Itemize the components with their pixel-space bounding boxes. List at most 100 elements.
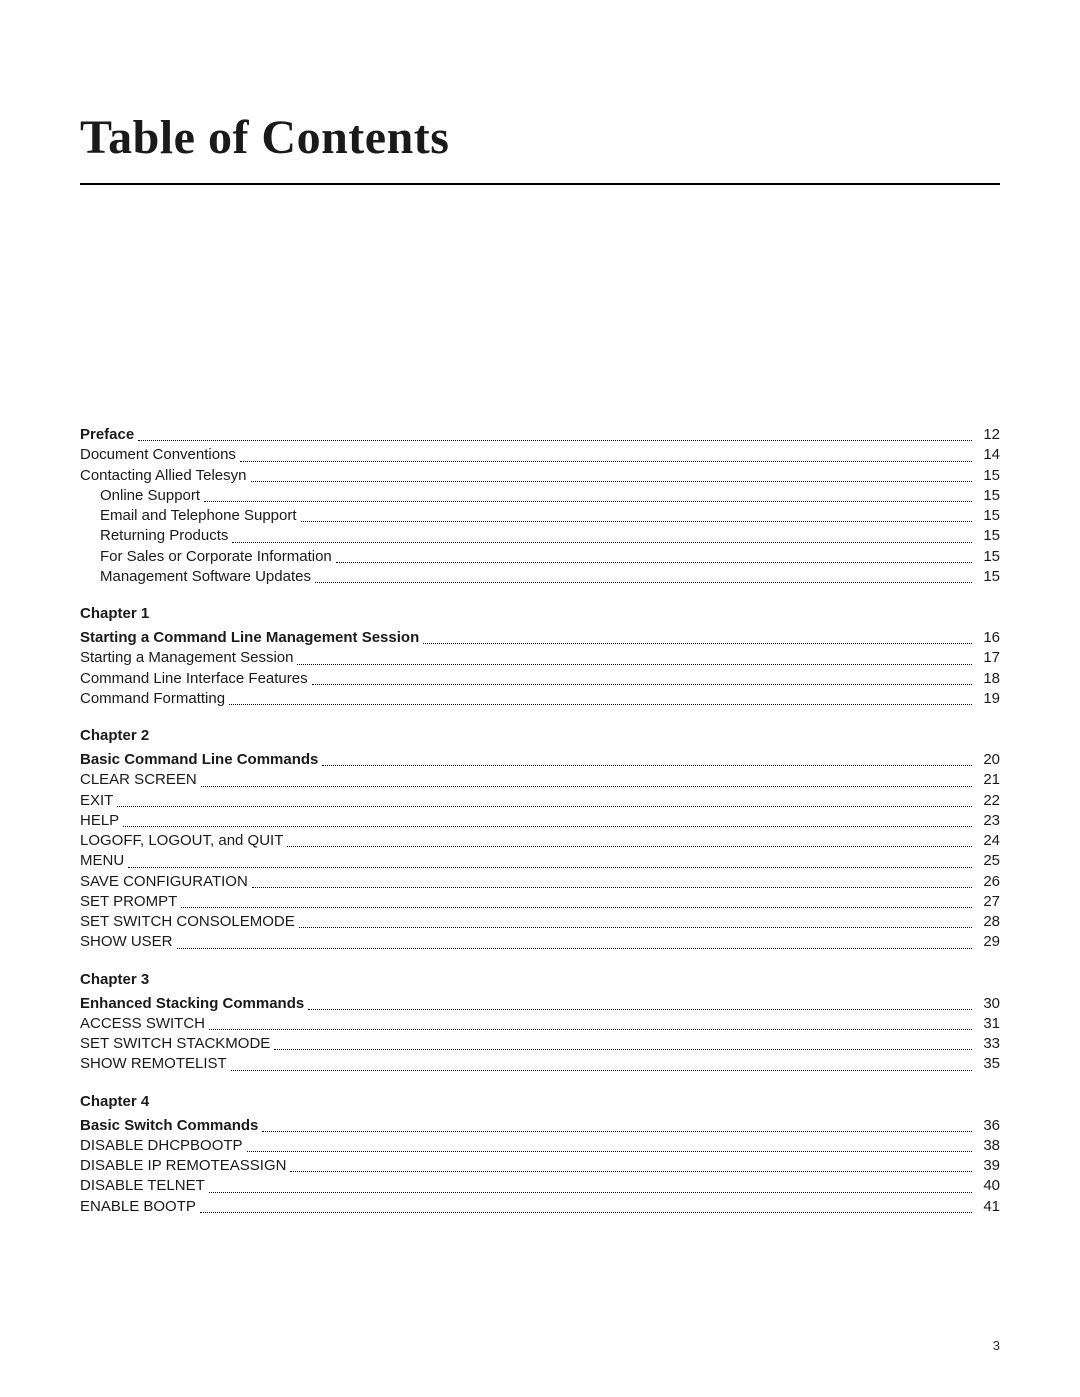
- toc-entry-label[interactable]: HELP: [80, 811, 119, 831]
- toc-entry-label[interactable]: Starting a Management Session: [80, 648, 293, 668]
- toc-entry-page[interactable]: 15: [976, 567, 1000, 587]
- toc-entry-page[interactable]: 16: [976, 628, 1000, 648]
- toc-entry-page[interactable]: 20: [976, 750, 1000, 770]
- toc-row: Command Formatting 19: [80, 689, 1000, 709]
- toc-entry-label[interactable]: SET SWITCH CONSOLEMODE: [80, 912, 295, 932]
- toc-row: ENABLE BOOTP 41: [80, 1197, 1000, 1217]
- toc-entry-page[interactable]: 21: [976, 770, 1000, 790]
- toc-row: Preface 12: [80, 425, 1000, 445]
- chapter-heading: Chapter 1: [80, 605, 1000, 622]
- toc-entry-page[interactable]: 18: [976, 669, 1000, 689]
- toc-row: Document Conventions 14: [80, 445, 1000, 465]
- toc-row: Basic Switch Commands 36: [80, 1116, 1000, 1136]
- toc-entry-page[interactable]: 24: [976, 831, 1000, 851]
- toc-entry-page[interactable]: 17: [976, 648, 1000, 668]
- toc-entry-page[interactable]: 27: [976, 892, 1000, 912]
- toc-leader: [299, 927, 972, 928]
- toc-entry-label[interactable]: SHOW REMOTELIST: [80, 1054, 227, 1074]
- toc-leader: [312, 684, 972, 685]
- chapter-heading: Chapter 2: [80, 727, 1000, 744]
- toc-entry-label[interactable]: Document Conventions: [80, 445, 236, 465]
- toc-leader: [128, 867, 972, 868]
- toc-entry-label[interactable]: DISABLE IP REMOTEASSIGN: [80, 1156, 286, 1176]
- toc-entry-label[interactable]: Basic Switch Commands: [80, 1116, 258, 1136]
- toc-entry-label[interactable]: DISABLE DHCPBOOTP: [80, 1136, 243, 1156]
- toc-section: Chapter 2 Basic Command Line Commands 20 CL…: [80, 727, 1000, 953]
- toc-leader: [123, 826, 972, 827]
- toc-entry-label[interactable]: SET SWITCH STACKMODE: [80, 1034, 270, 1054]
- toc-entry-label[interactable]: LOGOFF, LOGOUT, and QUIT: [80, 831, 283, 851]
- toc-leader: [138, 440, 972, 441]
- toc-entry-label[interactable]: For Sales or Corporate Information: [100, 547, 332, 567]
- toc-leader: [251, 481, 973, 482]
- toc-entry-label[interactable]: Email and Telephone Support: [100, 506, 297, 526]
- toc-leader: [262, 1131, 972, 1132]
- toc-row: DISABLE TELNET 40: [80, 1176, 1000, 1196]
- toc-leader: [290, 1171, 972, 1172]
- table-of-contents: Preface12Document Conventions14Contactin…: [80, 425, 1000, 1217]
- chapter-heading: Chapter 4: [80, 1093, 1000, 1110]
- toc-entry-label[interactable]: Basic Command Line Commands: [80, 750, 318, 770]
- toc-leader: [209, 1192, 972, 1193]
- toc-leader: [181, 907, 972, 908]
- toc-leader: [177, 948, 972, 949]
- toc-entry-label[interactable]: ENABLE BOOTP: [80, 1197, 196, 1217]
- toc-entry-page[interactable]: 15: [976, 506, 1000, 526]
- toc-entry-label[interactable]: Online Support: [100, 486, 200, 506]
- toc-entry-label[interactable]: SAVE CONFIGURATION: [80, 872, 248, 892]
- toc-entry-page[interactable]: 31: [976, 1014, 1000, 1034]
- toc-entry-page[interactable]: 29: [976, 932, 1000, 952]
- toc-entry-label[interactable]: MENU: [80, 851, 124, 871]
- toc-section: Chapter 1 Starting a Command Line Managem…: [80, 605, 1000, 709]
- toc-entry-page[interactable]: 40: [976, 1176, 1000, 1196]
- toc-leader: [247, 1151, 972, 1152]
- toc-entry-label[interactable]: EXIT: [80, 791, 113, 811]
- toc-entry-page[interactable]: 15: [976, 466, 1000, 486]
- toc-entry-page[interactable]: 35: [976, 1054, 1000, 1074]
- toc-entry-label[interactable]: CLEAR SCREEN: [80, 770, 197, 790]
- toc-row: SHOW USER 29: [80, 932, 1000, 952]
- toc-row: Email and Telephone Support 15: [80, 506, 1000, 526]
- toc-row: SAVE CONFIGURATION 26: [80, 872, 1000, 892]
- toc-entry-page[interactable]: 15: [976, 547, 1000, 567]
- toc-entry-page[interactable]: 22: [976, 791, 1000, 811]
- toc-entry-page[interactable]: 39: [976, 1156, 1000, 1176]
- toc-entry-page[interactable]: 12: [976, 425, 1000, 445]
- toc-entry-page[interactable]: 38: [976, 1136, 1000, 1156]
- toc-leader: [240, 461, 972, 462]
- toc-entry-page[interactable]: 19: [976, 689, 1000, 709]
- toc-entry-label[interactable]: SHOW USER: [80, 932, 173, 952]
- toc-entry-label[interactable]: DISABLE TELNET: [80, 1176, 205, 1196]
- toc-entry-label[interactable]: Enhanced Stacking Commands: [80, 994, 304, 1014]
- toc-row: Contacting Allied Telesyn 15: [80, 466, 1000, 486]
- toc-entry-page[interactable]: 36: [976, 1116, 1000, 1136]
- toc-entry-page[interactable]: 26: [976, 872, 1000, 892]
- toc-leader: [229, 704, 972, 705]
- toc-entry-page[interactable]: 15: [976, 486, 1000, 506]
- toc-entry-label[interactable]: Starting a Command Line Management Sessi…: [80, 628, 419, 648]
- toc-entry-page[interactable]: 28: [976, 912, 1000, 932]
- toc-entry-page[interactable]: 25: [976, 851, 1000, 871]
- toc-entry-label[interactable]: Contacting Allied Telesyn: [80, 466, 247, 486]
- toc-leader: [252, 887, 972, 888]
- toc-row: DISABLE DHCPBOOTP 38: [80, 1136, 1000, 1156]
- toc-section: Chapter 4Basic Switch Commands36DISABLE …: [80, 1093, 1000, 1217]
- toc-entry-label[interactable]: Command Formatting: [80, 689, 225, 709]
- toc-entry-label[interactable]: Returning Products: [100, 526, 228, 546]
- toc-entry-page[interactable]: 23: [976, 811, 1000, 831]
- toc-entry-page[interactable]: 41: [976, 1197, 1000, 1217]
- toc-row: Basic Command Line Commands 20: [80, 750, 1000, 770]
- toc-entry-page[interactable]: 30: [976, 994, 1000, 1014]
- toc-row: For Sales or Corporate Information 15: [80, 547, 1000, 567]
- toc-entry-page[interactable]: 33: [976, 1034, 1000, 1054]
- toc-entry-label[interactable]: Preface: [80, 425, 134, 445]
- toc-entry-label[interactable]: Command Line Interface Features: [80, 669, 308, 689]
- toc-row: DISABLE IP REMOTEASSIGN 39: [80, 1156, 1000, 1176]
- toc-entry-page[interactable]: 15: [976, 526, 1000, 546]
- toc-entry-label[interactable]: ACCESS SWITCH: [80, 1014, 205, 1034]
- toc-entry-label[interactable]: SET PROMPT: [80, 892, 177, 912]
- toc-entry-label[interactable]: Management Software Updates: [100, 567, 311, 587]
- toc-leader: [209, 1029, 972, 1030]
- toc-entry-page[interactable]: 14: [976, 445, 1000, 465]
- toc-row: Returning Products 15: [80, 526, 1000, 546]
